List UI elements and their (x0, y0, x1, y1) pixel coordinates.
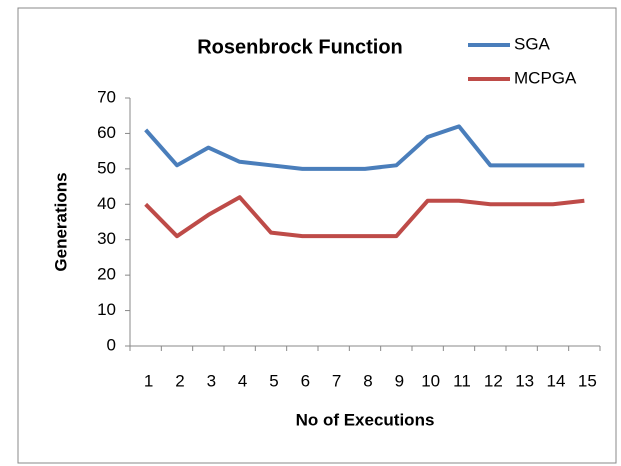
x-tick-label: 10 (421, 371, 440, 390)
x-tick-label: 11 (453, 371, 471, 390)
series-line (144, 195, 585, 239)
x-tick-label: 4 (238, 371, 247, 390)
y-tick-label: 50 (97, 158, 116, 177)
x-tick-label: 6 (301, 371, 310, 390)
y-tick-label: 30 (97, 229, 116, 248)
x-tick-label: 15 (578, 371, 597, 390)
y-tick-label: 40 (97, 194, 116, 213)
x-axis-label: No of Executions (296, 410, 435, 429)
x-tick-label: 8 (363, 371, 372, 390)
x-tick-label: 2 (175, 371, 184, 390)
x-tick-label: 14 (547, 371, 566, 390)
y-tick-label: 0 (107, 335, 116, 354)
y-tick-label: 70 (97, 87, 116, 106)
y-axis-label: Generations (51, 172, 70, 271)
chart-title: Rosenbrock Function (197, 36, 403, 58)
y-tick-label: 10 (97, 300, 116, 319)
legend-label: SGA (514, 34, 551, 53)
legend-label: MCPGA (514, 68, 577, 87)
x-tick-label: 13 (515, 371, 534, 390)
x-tick-label: 7 (332, 371, 341, 390)
x-tick-label: 5 (269, 371, 278, 390)
x-tick-label: 9 (395, 371, 404, 390)
x-tick-label: 3 (207, 371, 216, 390)
y-tick-label: 20 (97, 265, 116, 284)
x-tick-label: 12 (484, 371, 503, 390)
series-line (144, 124, 585, 171)
x-tick-label: 1 (144, 371, 153, 390)
y-tick-label: 60 (97, 123, 116, 142)
